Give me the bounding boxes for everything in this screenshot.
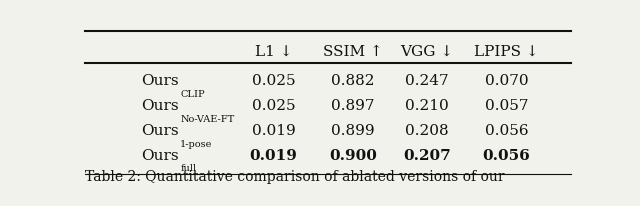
Text: Table 2: Quantitative comparison of ablated versions of our: Table 2: Quantitative comparison of abla…	[85, 169, 504, 183]
Text: 1-pose: 1-pose	[180, 139, 212, 148]
Text: 0.208: 0.208	[405, 123, 449, 137]
Text: 0.207: 0.207	[403, 148, 451, 162]
Text: 0.247: 0.247	[405, 74, 449, 88]
Text: 0.210: 0.210	[405, 99, 449, 113]
Text: full: full	[180, 164, 196, 172]
Text: 0.070: 0.070	[484, 74, 529, 88]
Text: Ours: Ours	[141, 74, 179, 88]
Text: Ours: Ours	[141, 99, 179, 113]
Text: 0.057: 0.057	[485, 99, 528, 113]
Text: 0.056: 0.056	[484, 123, 529, 137]
Text: Ours: Ours	[141, 123, 179, 137]
Text: CLIP: CLIP	[180, 90, 205, 99]
Text: 0.019: 0.019	[250, 148, 298, 162]
Text: L1 ↓: L1 ↓	[255, 45, 292, 59]
Text: 0.900: 0.900	[329, 148, 377, 162]
Text: No-VAE-FT: No-VAE-FT	[180, 114, 234, 123]
Text: VGG ↓: VGG ↓	[401, 45, 454, 59]
Text: LPIPS ↓: LPIPS ↓	[474, 45, 539, 59]
Text: SSIM ↑: SSIM ↑	[323, 45, 383, 59]
Text: 0.025: 0.025	[252, 99, 295, 113]
Text: 0.897: 0.897	[331, 99, 374, 113]
Text: Ours: Ours	[141, 148, 179, 162]
Text: 0.025: 0.025	[252, 74, 295, 88]
Text: 0.899: 0.899	[331, 123, 374, 137]
Text: 0.056: 0.056	[483, 148, 531, 162]
Text: 0.019: 0.019	[252, 123, 295, 137]
Text: 0.882: 0.882	[331, 74, 374, 88]
